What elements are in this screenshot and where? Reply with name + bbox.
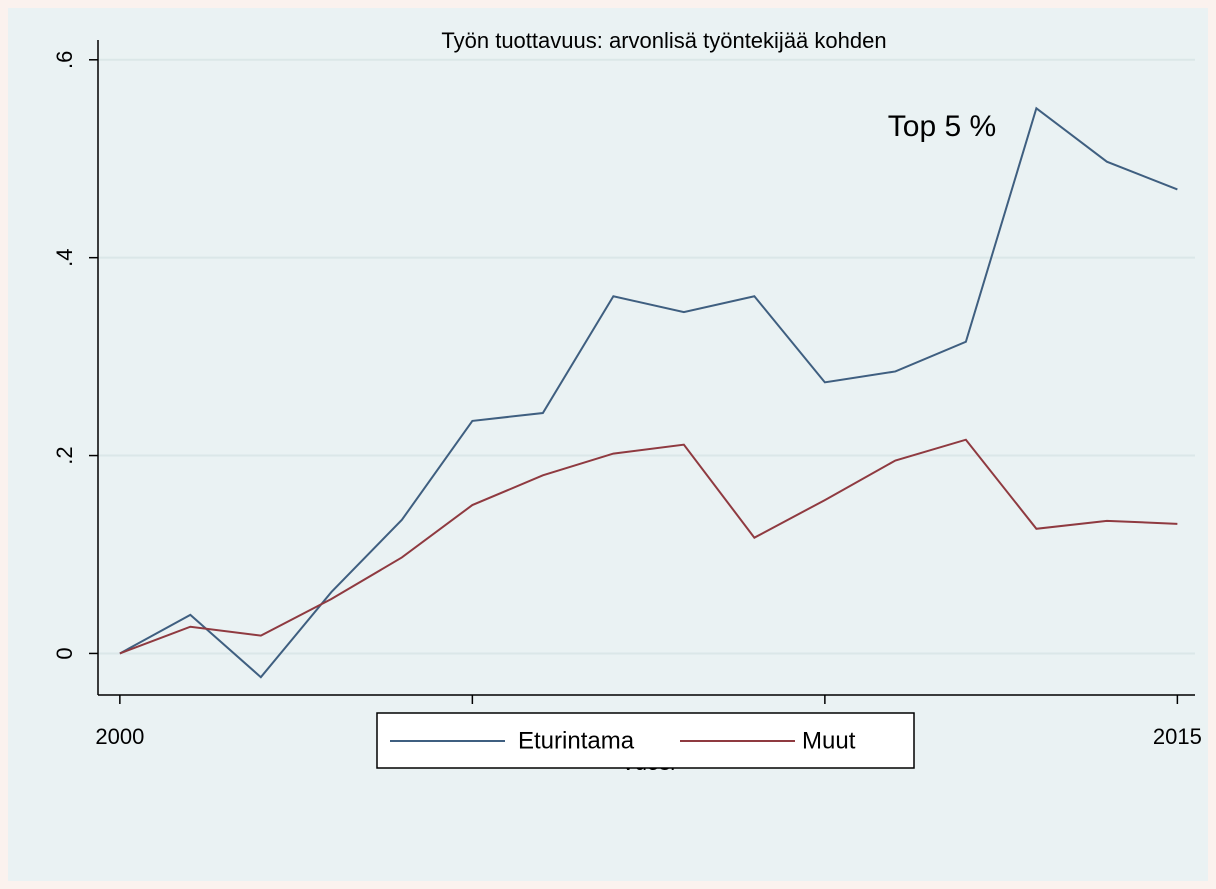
legend-label: Eturintama [518, 727, 635, 754]
x-tick-label: 2000 [95, 724, 144, 749]
y-tick-label: .6 [52, 51, 77, 69]
series-line [119, 438, 1178, 655]
y-tick-label: .4 [52, 248, 77, 266]
legend-label: Muut [802, 727, 856, 754]
x-tick-label: 2015 [1153, 724, 1202, 749]
y-tick-label: .2 [52, 446, 77, 464]
y-tick-label: 0 [52, 647, 77, 659]
series-line [119, 106, 1178, 679]
annotation: Top 5 % [888, 110, 996, 143]
chart-title: Työn tuottavuus: arvonlisä työntekijää k… [441, 28, 886, 53]
legend: Eturintama Muut [376, 712, 915, 769]
